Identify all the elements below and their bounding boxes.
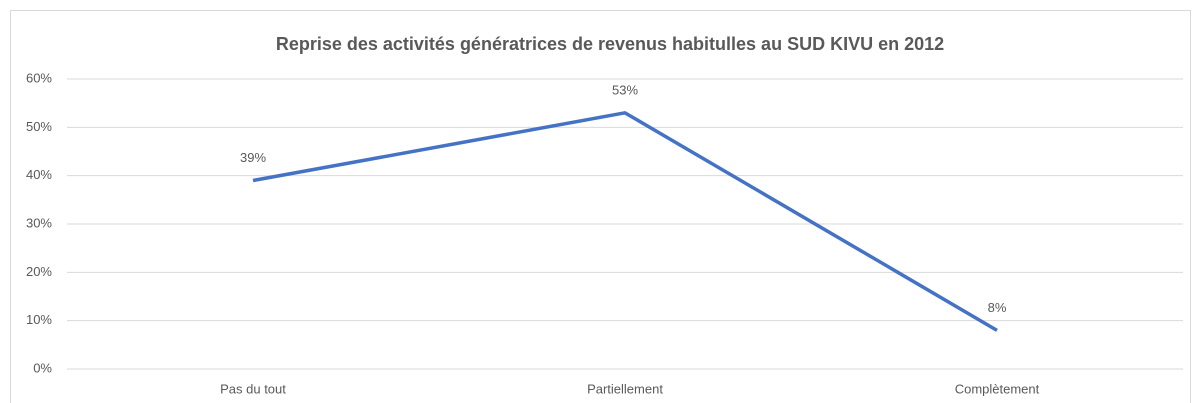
x-tick-label: Pas du tout xyxy=(220,381,286,396)
y-tick-label: 20% xyxy=(26,264,52,279)
y-tick-label: 30% xyxy=(26,215,52,230)
y-tick-label: 60% xyxy=(26,70,52,85)
x-tick-label: Partiellement xyxy=(587,381,663,396)
x-tick-label: Complètement xyxy=(955,381,1040,396)
data-label: 8% xyxy=(988,300,1007,315)
y-tick-label: 10% xyxy=(26,312,52,327)
line xyxy=(252,111,998,332)
y-tick-label: 50% xyxy=(26,119,52,134)
chart-border xyxy=(10,10,1191,403)
data-label: 53% xyxy=(612,82,638,97)
y-tick-label: 40% xyxy=(26,167,52,182)
y-tick-label: 0% xyxy=(33,360,52,375)
chart-title: Reprise des activités génératrices de re… xyxy=(276,34,944,54)
data-label: 39% xyxy=(240,150,266,165)
